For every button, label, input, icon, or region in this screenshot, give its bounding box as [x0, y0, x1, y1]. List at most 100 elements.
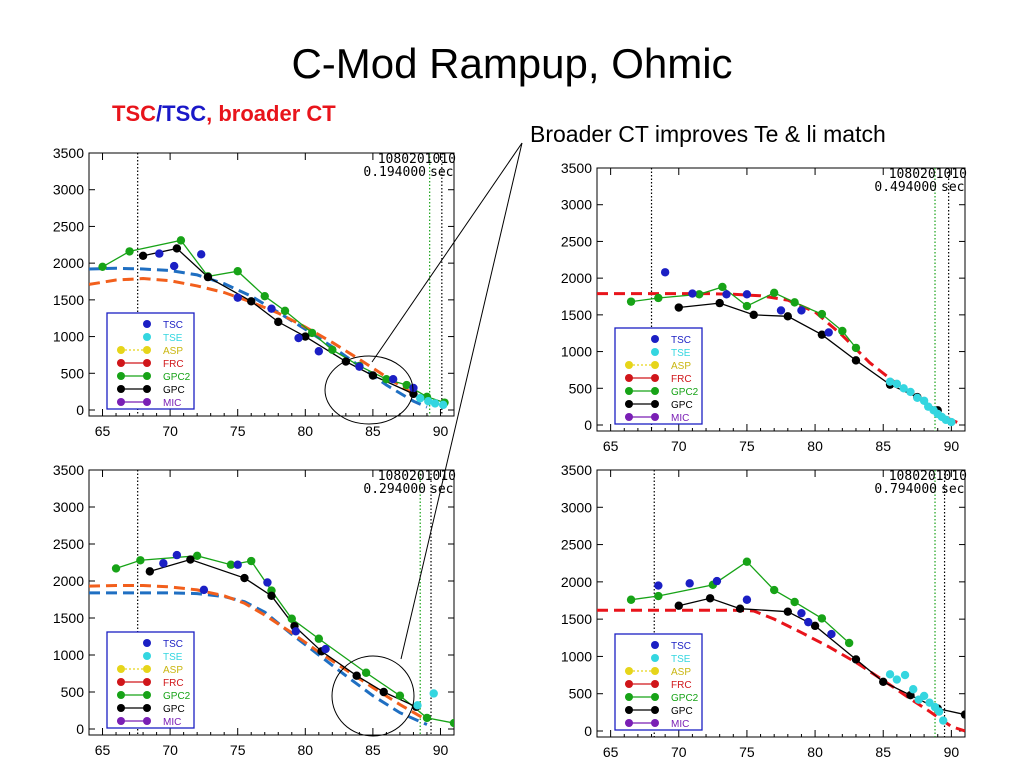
data-point-gpc2	[395, 691, 405, 700]
legend-marker	[625, 413, 633, 421]
data-point-gpc2	[361, 668, 371, 677]
x-tick-label: 80	[807, 744, 823, 760]
x-tick-label: 90	[944, 744, 960, 760]
data-point-gpc2	[769, 585, 779, 595]
legend-label-tsc: TSC	[671, 335, 691, 346]
data-point-tse	[899, 384, 908, 393]
data-point-tsc	[169, 261, 179, 271]
data-point-gpc	[172, 244, 182, 253]
data-point-gpc2	[328, 345, 337, 354]
data-point-tse	[906, 387, 915, 397]
y-tick-label: 0	[584, 723, 592, 739]
legend-label-mic: MIC	[671, 719, 689, 730]
legend-marker	[625, 706, 633, 714]
data-point-gpc2	[654, 293, 663, 303]
chart-panel-4: 0 500 1000 1500 2000 2500 3000 3500 65 70 75 80 85 90…	[561, 462, 967, 760]
time-stamp: 0.294000	[363, 482, 426, 497]
model-curve	[89, 591, 428, 726]
time-stamp: 0.794000	[874, 482, 937, 497]
x-tick-label: 75	[230, 423, 246, 439]
callout-line-bottom	[400, 142, 523, 660]
data-point-gpc2	[280, 306, 290, 316]
legend-marker	[143, 665, 151, 673]
data-point-gpc	[368, 371, 378, 380]
time-unit: sec	[941, 180, 964, 195]
data-point-gpc2	[654, 591, 663, 601]
chart-panel-3: 0 500 1000 1500 2000 2500 3000 3500 65 70 75 80 85 90…	[53, 462, 456, 758]
highlight-circle-top	[324, 355, 414, 425]
data-point-tsc	[199, 585, 209, 595]
data-point-gpc2	[790, 298, 799, 307]
data-point-gpc	[674, 303, 683, 312]
highlight-circle-bottom	[331, 655, 415, 737]
data-point-tse	[885, 377, 895, 386]
plot-frame	[88, 152, 455, 417]
data-point-gpc	[186, 555, 195, 564]
data-point-gpc2	[307, 328, 317, 338]
legend-label-gpc: GPC	[671, 706, 693, 717]
data-point-gpc	[301, 332, 310, 341]
y-tick-label: 3500	[53, 145, 84, 161]
legend-marker	[625, 693, 633, 701]
legend-marker	[117, 346, 125, 354]
data-point-gpc2	[422, 713, 432, 723]
y-tick-label: 2000	[53, 255, 84, 271]
legend-marker	[651, 680, 659, 688]
y-tick-label: 0	[76, 721, 84, 737]
data-point-gpc	[274, 317, 283, 327]
y-tick-label: 1000	[561, 648, 592, 664]
legend: TSC TSE ASP FRC GPC2 GPC MIC	[614, 327, 703, 425]
shot-number: 1080201010	[889, 469, 967, 484]
legend-marker	[625, 400, 633, 408]
legend-label-gpc2: GPC2	[163, 372, 191, 383]
x-tick-label: 90	[433, 423, 449, 439]
data-point-tsc	[797, 306, 806, 315]
legend-label-mic: MIC	[671, 413, 689, 424]
time-stamp: 0.494000	[874, 180, 937, 195]
page-title: C-Mod Rampup, Ohmic	[291, 40, 733, 87]
legend-marker	[651, 348, 659, 356]
data-point-gpc2	[742, 557, 752, 566]
subtitle-tsc-blue: TSC	[162, 101, 207, 126]
y-tick-label: 3000	[53, 499, 84, 515]
legend-marker	[651, 693, 659, 701]
legend-marker	[651, 719, 659, 727]
series-line-gpc	[678, 597, 965, 716]
data-point-gpc	[715, 298, 724, 308]
data-point-tsc	[797, 608, 806, 618]
data-point-tsc	[321, 644, 330, 654]
legend-marker	[143, 333, 151, 341]
legend-marker	[651, 374, 659, 382]
data-point-gpc	[409, 389, 418, 399]
data-point-gpc	[749, 310, 758, 320]
time-unit: sec	[941, 482, 964, 497]
series-line-gpc	[678, 302, 939, 411]
data-point-tsc	[314, 347, 324, 356]
data-point-gpc	[352, 671, 361, 680]
y-tick-label: 1500	[561, 307, 592, 323]
legend-label-tse: TSE	[163, 333, 183, 344]
data-point-gpc	[674, 601, 683, 610]
legend-marker	[651, 361, 659, 369]
shot-number: 1080201010	[378, 469, 456, 484]
y-tick-label: 0	[76, 402, 84, 418]
data-point-gpc2	[838, 326, 847, 336]
model-curve	[597, 608, 965, 733]
legend-marker	[117, 359, 125, 367]
data-point-gpc2	[98, 262, 107, 272]
data-point-gpc2	[314, 634, 324, 643]
data-point-tse	[438, 400, 448, 410]
subtitle-tsc-red: TSC	[112, 101, 156, 126]
data-point-tse	[413, 701, 422, 710]
y-tick-label: 3000	[561, 197, 592, 213]
legend-marker	[625, 680, 633, 688]
data-point-gpc2	[176, 236, 186, 245]
legend-marker	[651, 654, 659, 662]
legend-label-asp: ASP	[671, 667, 691, 678]
plot-area	[89, 153, 449, 416]
y-tick-label: 2500	[561, 233, 592, 249]
y-tick-label: 0	[584, 417, 592, 433]
legend: TSC TSE ASP FRC GPC2 GPC MIC	[614, 633, 703, 731]
chart-panel-1: 0 500 1000 1500 2000 2500 3000 3500 65 70 75 80 85 90…	[53, 145, 456, 439]
